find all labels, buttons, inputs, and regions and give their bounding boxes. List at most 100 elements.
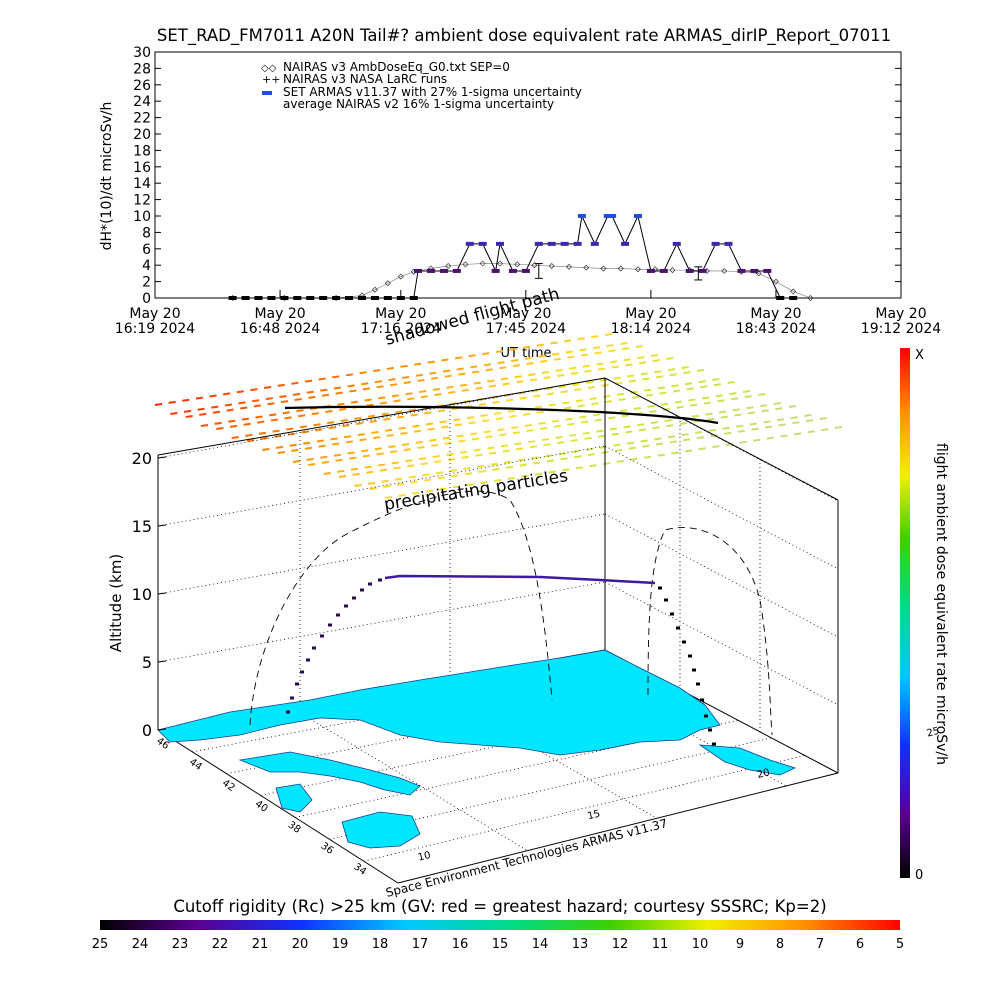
- xtick-label-date: May 20: [375, 306, 426, 322]
- climb-point: [312, 646, 316, 650]
- dose-field-mark: [550, 341, 558, 345]
- armas-point: [228, 296, 237, 300]
- dose-field-mark: [557, 441, 565, 445]
- nairas-v3-point: [496, 260, 503, 267]
- dose-field-mark: [478, 402, 486, 406]
- dose-field-mark: [269, 413, 277, 417]
- dose-field-mark: [321, 393, 330, 397]
- dose-field-mark: [568, 433, 577, 437]
- dose-field-mark: [707, 417, 715, 421]
- grid-altitude: [157, 513, 606, 595]
- rigidity-tick-label: 18: [372, 937, 389, 952]
- dose-field-mark: [398, 493, 406, 497]
- dose-field-mark: [749, 422, 757, 426]
- dose-field-mark: [652, 426, 660, 430]
- dose-field-mark: [834, 426, 843, 429]
- latitude-tick-label: 42: [220, 778, 237, 794]
- ytick-label: 24: [133, 94, 151, 110]
- dose-field-mark: [500, 377, 509, 381]
- dose-field-mark: [621, 414, 630, 418]
- dose-field-mark: [642, 377, 650, 381]
- climb-point: [352, 596, 356, 600]
- dose-field-mark: [333, 386, 342, 390]
- dose-field-mark: [536, 410, 544, 414]
- land-greece: [698, 744, 797, 776]
- altitude-label: Altitude (km): [107, 554, 125, 652]
- dose-field-mark: [487, 379, 495, 383]
- dose-field-mark: [270, 418, 279, 422]
- latitude-tick-label: 40: [253, 799, 270, 815]
- dose-field-mark: [533, 394, 541, 398]
- dose-field-mark: [405, 459, 413, 463]
- dose-field-mark: [337, 469, 345, 473]
- dose-field-mark: [793, 432, 802, 436]
- dose-field-mark: [456, 434, 464, 438]
- armas-point: [646, 268, 655, 273]
- xtick-label-date: May 20: [625, 306, 676, 322]
- xtick-label-date: May 20: [254, 306, 305, 322]
- dose-field-mark: [415, 440, 423, 444]
- dose-field-mark: [616, 392, 625, 396]
- altitude-tick-mark: [157, 524, 167, 527]
- dose-field-mark: [337, 402, 345, 406]
- dose-field-mark: [299, 425, 307, 429]
- chart-title: SET_RAD_FM7011 A20N Tail#? ambient dose …: [157, 26, 891, 46]
- nairas-v3-point: [652, 266, 659, 273]
- dose-field-mark: [419, 390, 427, 394]
- dose-field-mark: [679, 421, 688, 425]
- ytick-label: 22: [133, 111, 151, 127]
- dose-field-mark: [563, 406, 572, 410]
- climb-point: [290, 696, 294, 700]
- rigidity-tick-label: 11: [652, 937, 669, 952]
- dose-field-mark: [821, 428, 829, 432]
- dose-field-mark: [669, 440, 677, 444]
- dose-field-mark: [672, 389, 681, 393]
- dose-field-mark: [661, 402, 669, 406]
- dose-field-mark: [182, 398, 190, 402]
- dose-field-mark: [764, 425, 773, 429]
- dose-field-mark: [311, 412, 319, 416]
- cruise-track: [384, 574, 656, 585]
- dose-field-mark: [340, 419, 348, 423]
- dose-field-mark: [429, 371, 437, 375]
- dose-field-mark: [246, 439, 255, 442]
- dose-field-mark: [626, 374, 635, 378]
- dose-field-mark: [301, 430, 309, 434]
- dose-field-mark: [245, 433, 253, 437]
- dose-field-mark: [323, 472, 331, 475]
- dose-field-mark: [401, 443, 410, 447]
- armas-point: [698, 268, 707, 273]
- ytick-label: 6: [142, 242, 151, 258]
- descent-point: [658, 586, 662, 590]
- dose-field-mark: [567, 355, 575, 359]
- shadow-track: [284, 405, 719, 425]
- dose-field-mark: [528, 373, 536, 377]
- dose-field-mark: [598, 367, 606, 371]
- dose-field-mark: [313, 423, 321, 427]
- climb-point: [378, 578, 382, 582]
- dose-field-mark: [292, 392, 301, 396]
- dose-field-mark: [183, 409, 192, 413]
- latitude-tick-label: 38: [286, 820, 303, 836]
- dose-field-mark: [746, 406, 754, 410]
- dose-field-mark: [466, 416, 475, 420]
- dose-field-mark: [671, 384, 679, 388]
- dose-field-mark: [488, 384, 497, 388]
- ytick-label: 8: [142, 225, 151, 241]
- dose-field-mark: [604, 333, 613, 336]
- nairas-v3-point: [531, 262, 538, 269]
- dose-field-mark: [575, 466, 584, 470]
- dose-field-mark: [596, 362, 604, 366]
- dose-field-mark: [579, 415, 587, 419]
- dose-field-mark: [434, 393, 442, 397]
- dose-field-mark: [349, 389, 357, 393]
- dose-field-mark: [374, 447, 382, 451]
- timeseries-series: [228, 214, 814, 301]
- armas-point: [776, 296, 785, 300]
- dose-field-mark: [649, 409, 657, 413]
- altitude-tick-label: 5: [142, 653, 152, 672]
- dose-field-mark: [333, 453, 342, 457]
- dose-field-mark: [468, 354, 476, 358]
- dose-field-mark: [255, 415, 263, 419]
- dose-field-mark: [413, 429, 422, 433]
